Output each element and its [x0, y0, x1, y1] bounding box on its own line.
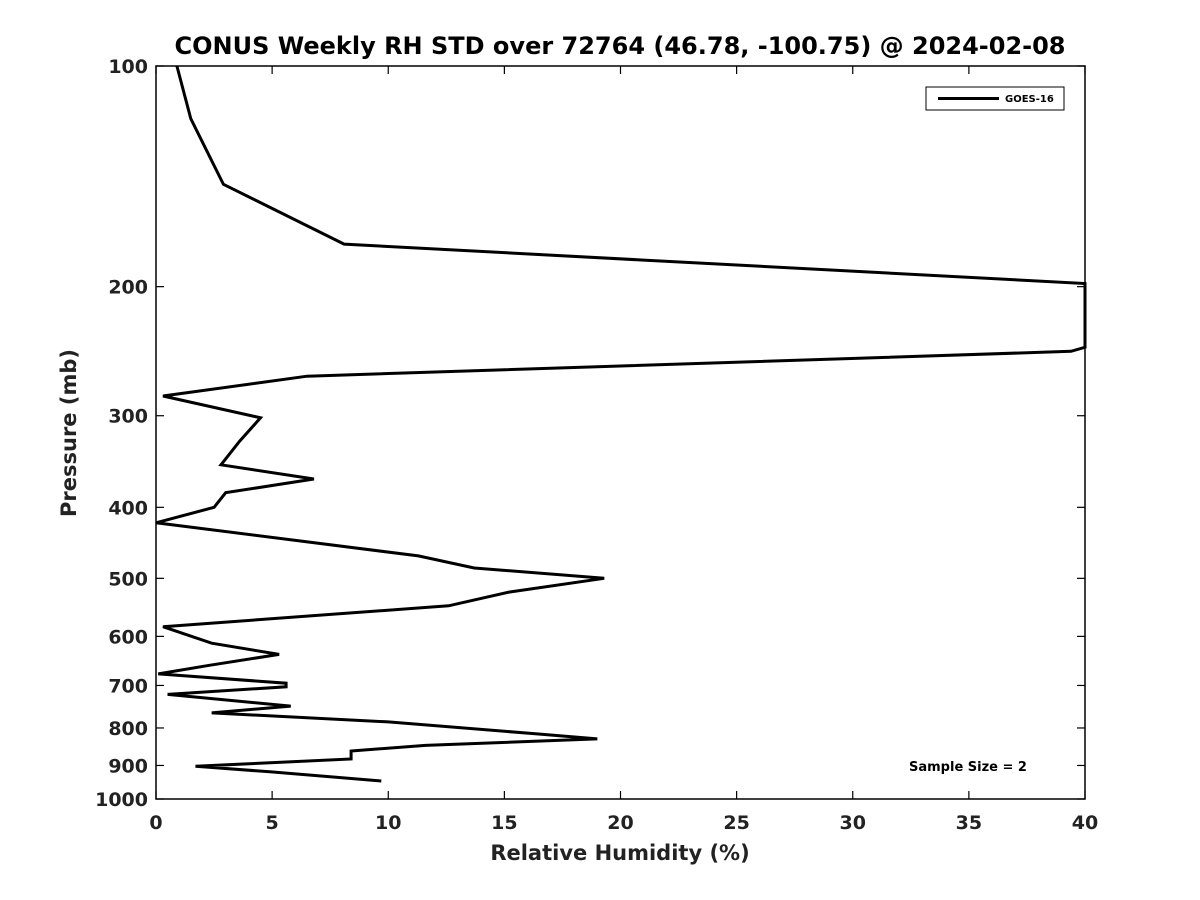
series-layer: [155, 65, 1087, 783]
y-tick-label: 200: [108, 277, 148, 299]
y-tick-label: 800: [108, 718, 148, 740]
x-tick-label: 25: [723, 812, 749, 834]
y-tick-label: 900: [108, 755, 148, 777]
y-tick-label: 1000: [95, 789, 148, 811]
y-tick-label: 300: [108, 406, 148, 428]
x-tick-label: 5: [266, 812, 279, 834]
x-tick-label: 20: [607, 812, 633, 834]
y-tick-label: 700: [108, 675, 148, 697]
series-line-goes-16: [155, 65, 1087, 783]
x-axis-ticks: 0 5 10 15 20 25 30 35 40: [149, 66, 1098, 834]
chart-title: CONUS Weekly RH STD over 72764 (46.78, -…: [174, 32, 1065, 60]
x-tick-label: 10: [375, 812, 401, 834]
plot-frame: [155, 65, 1086, 800]
y-tick-label: 100: [108, 56, 148, 78]
x-axis-label: Relative Humidity (%): [490, 841, 749, 865]
x-tick-label: 15: [491, 812, 517, 834]
x-tick-label: 40: [1072, 812, 1098, 834]
y-tick-label: 600: [108, 626, 148, 648]
x-tick-label: 30: [840, 812, 866, 834]
sample-size-annotation: Sample Size = 2: [909, 760, 1027, 775]
y-axis-ticks: 100 200 300 400 500 600 700 800 900 1000: [95, 56, 1085, 811]
y-tick-label: 400: [108, 497, 148, 519]
legend-label-goes-16: GOES-16: [1005, 94, 1054, 105]
legend: GOES-16: [925, 86, 1065, 111]
y-tick-label: 500: [108, 568, 148, 590]
y-axis-label: Pressure (mb): [57, 349, 81, 517]
x-tick-label: 0: [149, 812, 162, 834]
x-tick-label: 35: [956, 812, 982, 834]
